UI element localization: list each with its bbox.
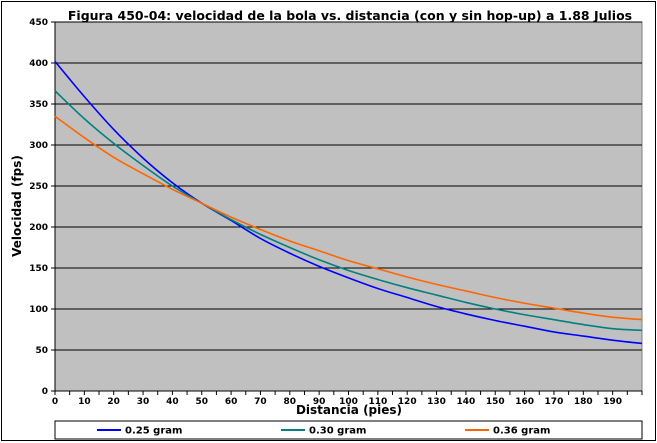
x-tick-label: 190 <box>603 397 622 407</box>
y-tick-label: 150 <box>29 264 48 274</box>
gridlines <box>55 21 642 351</box>
x-tick-label: 70 <box>254 397 267 407</box>
x-tick-label: 130 <box>427 397 446 407</box>
y-tick-label: 350 <box>29 100 48 110</box>
y-tick-label: 300 <box>29 141 48 151</box>
series-line-0-36-gram <box>54 115 643 321</box>
legend-label: 0.25 gram <box>125 426 182 437</box>
x-tick-label: 180 <box>574 397 593 407</box>
x-tick-label: 40 <box>166 397 179 407</box>
x-tick-label: 60 <box>225 397 238 407</box>
y-axis: 0 50 100 150 200 250 300 350 400 450 <box>29 18 56 397</box>
x-axis-title: Distancia (pies) <box>296 403 402 417</box>
x-axis: 0 10 20 30 40 50 60 70 80 90 100 110 120 130 140 150 160… <box>52 390 643 407</box>
chart-title: Figura 450-04: velocidad de la bola vs. … <box>68 8 632 23</box>
y-tick-label: 400 <box>29 59 48 69</box>
x-tick-label: 170 <box>545 397 564 407</box>
x-tick-label: 80 <box>284 397 297 407</box>
legend-label: 0.30 gram <box>309 426 366 437</box>
y-tick-label: 200 <box>29 223 48 233</box>
x-tick-label: 90 <box>313 397 326 407</box>
plot-area <box>54 21 643 392</box>
x-tick-label: 120 <box>398 397 417 407</box>
series-line-0-25-gram <box>54 60 643 345</box>
y-tick-label: 50 <box>35 346 48 356</box>
series-line-0-30-gram <box>54 90 643 332</box>
x-tick-label: 150 <box>486 397 505 407</box>
series-lines <box>54 60 643 345</box>
y-tick-label: 250 <box>29 182 48 192</box>
x-tick-label: 0 <box>52 397 58 407</box>
x-tick-label: 110 <box>368 397 387 407</box>
x-tick-label: 160 <box>515 397 534 407</box>
y-tick-label: 0 <box>42 387 48 397</box>
legend-label: 0.36 gram <box>493 426 550 437</box>
x-tick-label: 30 <box>137 397 150 407</box>
y-tick-label: 450 <box>29 18 48 28</box>
legend-box <box>54 420 643 440</box>
x-tick-label: 50 <box>195 397 208 407</box>
y-axis-title: Velocidad (fps) <box>10 155 24 257</box>
x-tick-label: 100 <box>339 397 358 407</box>
x-tick-label: 10 <box>78 397 91 407</box>
x-tick-label: 140 <box>457 397 476 407</box>
x-tick-label: 20 <box>107 397 120 407</box>
y-tick-label: 100 <box>29 305 48 315</box>
legend: 0.25 gram 0.30 gram 0.36 gram <box>97 426 550 437</box>
